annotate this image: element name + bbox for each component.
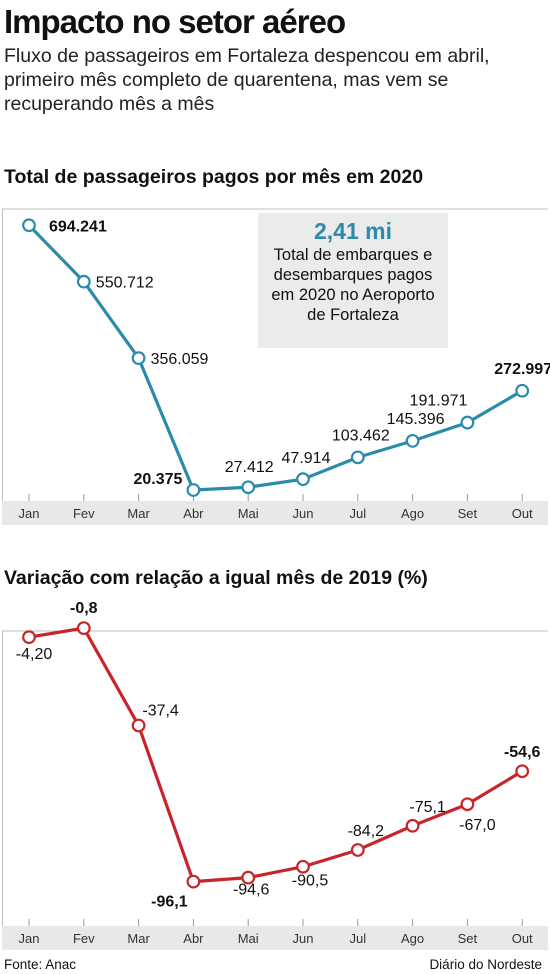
x-tick-label: Abr	[183, 506, 204, 521]
data-label: 272.997	[494, 361, 550, 378]
data-label: -96,1	[151, 894, 188, 911]
data-label: 191.971	[410, 393, 468, 410]
data-label: -4,20	[16, 646, 53, 663]
x-tick-label: Ago	[401, 931, 424, 946]
data-point	[405, 433, 420, 448]
series-line	[27, 626, 524, 884]
x-tick-label: Out	[512, 931, 533, 946]
x-tick-label: Mai	[238, 931, 259, 946]
x-tick-label: Mai	[238, 506, 259, 521]
x-tick-label: Jun	[293, 506, 314, 521]
x-tick-label: Fev	[73, 931, 95, 946]
data-point	[241, 870, 256, 885]
data-point	[296, 472, 310, 487]
data-point	[186, 483, 201, 497]
x-tick-label: Jan	[19, 506, 40, 521]
x-tick-label: Jul	[349, 506, 366, 521]
x-tick-label: Mar	[127, 506, 150, 521]
data-point	[460, 415, 475, 430]
data-label: 47.914	[282, 450, 331, 467]
x-tick-label: Fev	[73, 506, 95, 521]
data-point	[350, 843, 365, 857]
page-title: Impacto no setor aéreo	[4, 3, 346, 40]
variation-line-chart: Jan Fev Mar Abr Mai Jun Jul Ago Set Out -4,20 -0,8 -…	[2, 600, 548, 950]
source-note: Fonte: Anac	[4, 957, 77, 972]
data-label: -37,4	[142, 702, 179, 719]
data-point	[405, 818, 420, 833]
data-label: 103.462	[332, 427, 390, 444]
data-label: -75,1	[409, 799, 446, 816]
data-label: 694.241	[49, 218, 107, 235]
page-subtitle: Fluxo de passageiros em Fortaleza despen…	[4, 45, 490, 115]
total-callout-box: 2,41 mi Total de embarques e desembarque…	[258, 213, 448, 348]
x-axis-band	[2, 926, 548, 950]
data-label: 550.712	[96, 275, 154, 292]
callout-text: Total de embarques e desembarques pagos …	[271, 246, 435, 324]
data-label: 20.375	[133, 471, 182, 488]
data-point	[76, 274, 91, 289]
chart1-title: Total de passageiros pagos por mês em 20…	[4, 166, 424, 188]
data-point	[22, 218, 36, 233]
data-point	[76, 621, 91, 636]
data-label: -84,2	[348, 823, 385, 840]
data-label: 27.412	[225, 459, 274, 476]
x-tick-label: Abr	[183, 931, 204, 946]
x-tick-label: Ago	[401, 506, 424, 521]
x-tick-label: Jan	[19, 931, 40, 946]
data-label: -0,8	[70, 600, 98, 617]
x-tick-label: Out	[512, 506, 533, 521]
chart2-title: Variação com relação a igual mês de 2019…	[4, 567, 428, 589]
x-tick-label: Set	[458, 506, 478, 521]
data-point	[22, 630, 36, 645]
data-label: 145.396	[387, 411, 445, 428]
data-point	[131, 718, 146, 733]
data-point	[296, 859, 310, 874]
data-label: -67,0	[459, 817, 496, 834]
callout-value: 2,41 mi	[314, 218, 392, 244]
data-label: 356.059	[151, 351, 209, 368]
data-point	[460, 797, 475, 812]
x-axis-band	[2, 501, 548, 525]
data-point	[515, 764, 530, 779]
passengers-line-chart: Jan Fev Mar Abr Mai Jun Jul Ago Set Out 694.241 550…	[2, 208, 550, 525]
data-label: -90,5	[292, 873, 329, 890]
x-tick-label: Set	[458, 931, 478, 946]
credit-note: Diário do Nordeste	[429, 957, 542, 972]
data-label: -94,6	[233, 882, 270, 899]
x-tick-label: Jun	[293, 931, 314, 946]
data-point	[186, 874, 201, 889]
data-point	[241, 480, 256, 495]
series-line	[27, 223, 524, 492]
data-point	[515, 383, 530, 398]
data-label: -54,6	[504, 744, 541, 761]
data-point	[350, 450, 365, 465]
x-tick-label: Mar	[127, 931, 150, 946]
x-tick-label: Jul	[349, 931, 366, 946]
data-point	[131, 351, 146, 366]
